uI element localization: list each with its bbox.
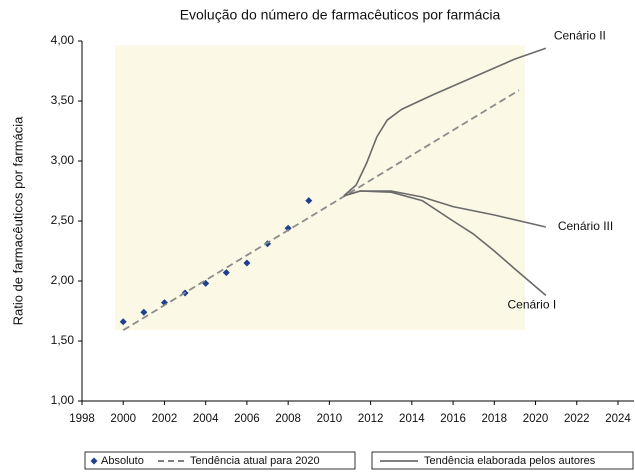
y-tick-label: 3,50 bbox=[51, 93, 75, 107]
data-point bbox=[284, 224, 292, 232]
x-tick-label: 2018 bbox=[482, 413, 508, 425]
y-tick-label: 4,00 bbox=[51, 33, 75, 47]
x-tick-label: 2008 bbox=[275, 413, 301, 425]
data-point bbox=[243, 259, 251, 267]
x-tick-label: 2022 bbox=[564, 413, 590, 425]
scenario-label: Cenário III bbox=[558, 219, 613, 233]
scenario-label: Cenário II bbox=[554, 28, 606, 42]
data-point bbox=[140, 308, 148, 316]
x-tick-label: 2020 bbox=[523, 413, 549, 425]
legend-label: Tendência atual para 2020 bbox=[190, 455, 320, 467]
legend-box bbox=[371, 451, 634, 470]
legend-box bbox=[84, 451, 356, 470]
x-tick-label: 2002 bbox=[152, 413, 178, 425]
legend-label: Absoluto bbox=[101, 455, 144, 467]
plot-highlight bbox=[115, 45, 525, 330]
legend-marker bbox=[90, 457, 98, 465]
scenario-label: Cenário I bbox=[507, 298, 556, 312]
x-tick-label: 1998 bbox=[69, 413, 95, 425]
y-tick-label: 1,50 bbox=[51, 333, 75, 347]
x-tick-label: 2016 bbox=[440, 413, 466, 425]
y-tick-label: 1,00 bbox=[51, 393, 75, 407]
y-axis-label: Ratio de farmacêuticos por farmácia bbox=[10, 116, 25, 326]
y-tick-label: 3,00 bbox=[51, 153, 75, 167]
legend-label: Tendência elaborada pelos autores bbox=[424, 455, 596, 467]
chart-title: Evolução do número de farmacêuticos por … bbox=[180, 7, 501, 23]
y-tick-label: 2,50 bbox=[51, 213, 75, 227]
scenario-line bbox=[343, 47, 547, 197]
data-point bbox=[222, 269, 230, 277]
data-point bbox=[305, 197, 313, 205]
x-tick-label: 2012 bbox=[358, 413, 384, 425]
x-tick-label: 2000 bbox=[110, 413, 136, 425]
x-tick-label: 2024 bbox=[605, 413, 631, 425]
x-tick-label: 2014 bbox=[399, 413, 425, 425]
y-tick-label: 2,00 bbox=[51, 273, 75, 287]
trend-line bbox=[122, 89, 520, 331]
x-tick-label: 2004 bbox=[193, 413, 219, 425]
data-point bbox=[119, 318, 127, 326]
scenario-line bbox=[343, 190, 547, 297]
x-tick-label: 2006 bbox=[234, 413, 260, 425]
x-tick-label: 2010 bbox=[317, 413, 343, 425]
